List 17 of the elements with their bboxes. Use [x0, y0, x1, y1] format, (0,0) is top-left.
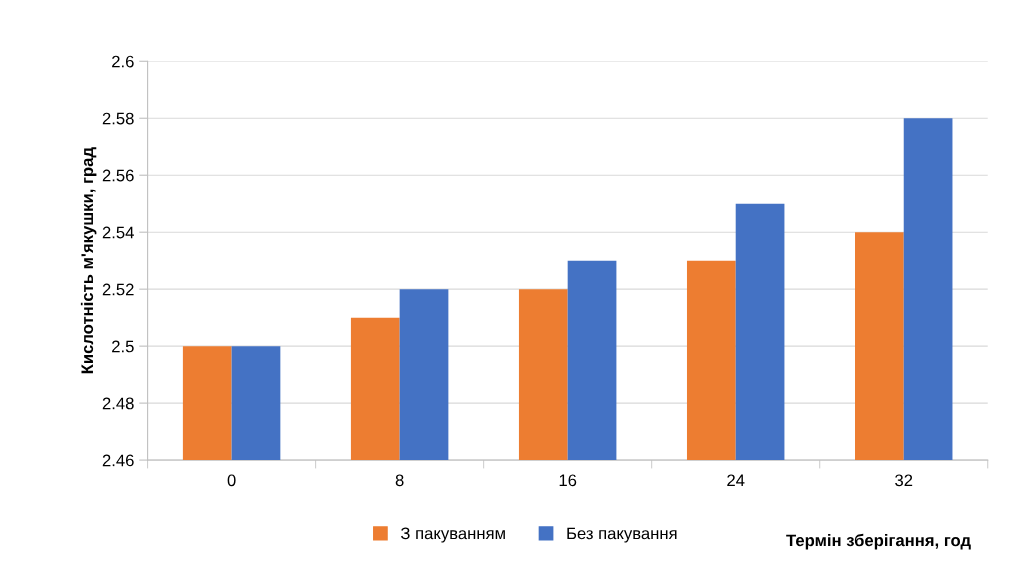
x-tick-label: 24: [727, 474, 745, 487]
y-tick-label: 2.5: [112, 340, 134, 353]
x-axis-title: Термін зберігання, год: [786, 533, 971, 550]
x-tick-label: 32: [895, 474, 913, 487]
legend-label: З пакуванням: [400, 527, 505, 543]
x-tick-label: 16: [559, 474, 577, 487]
y-tick-label: 2.6: [112, 55, 134, 68]
x-tick-label: 8: [395, 474, 404, 487]
y-axis-title: Кислотність м'якушки, град: [80, 147, 97, 374]
y-tick-label: 2.56: [102, 169, 134, 182]
x-tick-label: 0: [227, 474, 236, 487]
y-tick-label: 2.46: [102, 454, 134, 467]
y-tick-label: 2.54: [102, 226, 134, 239]
y-tick-label: 2.52: [102, 283, 134, 296]
y-tick-label: 2.48: [102, 397, 134, 410]
legend-label: Без пакування: [567, 527, 677, 543]
y-tick-label: 2.58: [102, 112, 134, 125]
